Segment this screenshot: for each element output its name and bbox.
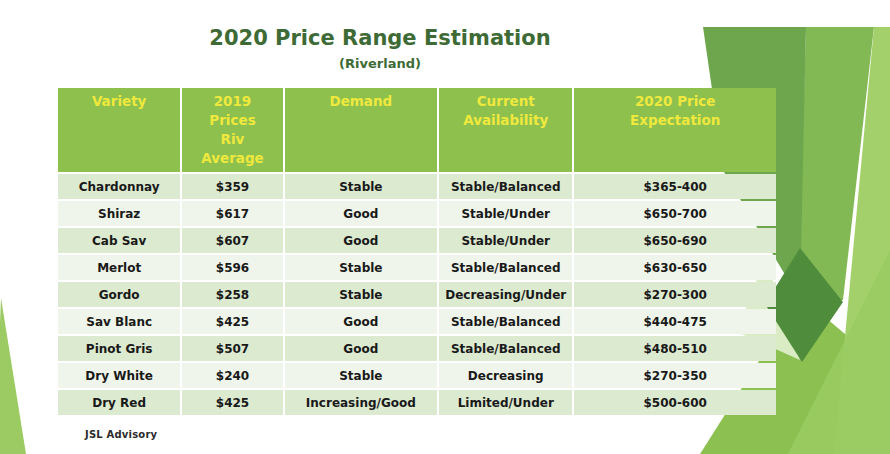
header-row: Variety 2019 Prices Riv Average Demand C…: [58, 88, 776, 172]
table-row: Sav Blanc $425 Good Stable/Balanced $440…: [58, 309, 776, 334]
price-table: Variety 2019 Prices Riv Average Demand C…: [56, 86, 778, 417]
cell-demand: Good: [285, 309, 437, 334]
cell-variety: Dry Red: [58, 390, 180, 415]
col-header-current-availability: Current Availability: [439, 88, 572, 172]
deco-left-wedge-triangle: [0, 298, 26, 454]
table-row: Cab Sav $607 Good Stable/Under $650-690: [58, 228, 776, 253]
cell-2020-price: $630-650: [574, 255, 776, 280]
cell-2019-price: $425: [182, 309, 282, 334]
cell-demand: Good: [285, 201, 437, 226]
table-row: Gordo $258 Stable Decreasing/Under $270-…: [58, 282, 776, 307]
table-row: Shiraz $617 Good Stable/Under $650-700: [58, 201, 776, 226]
cell-2020-price: $500-600: [574, 390, 776, 415]
cell-2020-price: $270-350: [574, 363, 776, 388]
cell-variety: Pinot Gris: [58, 336, 180, 361]
price-table-header: Variety 2019 Prices Riv Average Demand C…: [58, 88, 776, 172]
cell-availability: Stable/Under: [439, 228, 572, 253]
page-subtitle: (Riverland): [90, 56, 670, 71]
price-table-body: Chardonnay $359 Stable Stable/Balanced $…: [58, 174, 776, 415]
cell-availability: Decreasing: [439, 363, 572, 388]
table-row: Dry Red $425 Increasing/Good Limited/Und…: [58, 390, 776, 415]
cell-2019-price: $258: [182, 282, 282, 307]
slide-canvas: 2020 Price Range Estimation (Riverland) …: [0, 0, 890, 454]
cell-variety: Sav Blanc: [58, 309, 180, 334]
page-title: 2020 Price Range Estimation: [90, 26, 670, 50]
cell-demand: Good: [285, 336, 437, 361]
cell-2020-price: $650-690: [574, 228, 776, 253]
cell-2020-price: $440-475: [574, 309, 776, 334]
cell-2019-price: $617: [182, 201, 282, 226]
cell-2020-price: $270-300: [574, 282, 776, 307]
cell-variety: Dry White: [58, 363, 180, 388]
cell-variety: Cab Sav: [58, 228, 180, 253]
cell-2020-price: $365-400: [574, 174, 776, 199]
cell-2019-price: $507: [182, 336, 282, 361]
title-block: 2020 Price Range Estimation (Riverland): [90, 26, 670, 71]
cell-2019-price: $425: [182, 390, 282, 415]
cell-availability: Stable/Balanced: [439, 309, 572, 334]
table-row: Chardonnay $359 Stable Stable/Balanced $…: [58, 174, 776, 199]
cell-availability: Stable/Balanced: [439, 336, 572, 361]
cell-demand: Stable: [285, 255, 437, 280]
cell-2019-price: $607: [182, 228, 282, 253]
cell-variety: Merlot: [58, 255, 180, 280]
cell-2020-price: $480-510: [574, 336, 776, 361]
footer-credit: JSL Advisory: [85, 429, 157, 440]
cell-variety: Shiraz: [58, 201, 180, 226]
cell-availability: Limited/Under: [439, 390, 572, 415]
cell-demand: Increasing/Good: [285, 390, 437, 415]
cell-2019-price: $596: [182, 255, 282, 280]
table-row: Merlot $596 Stable Stable/Balanced $630-…: [58, 255, 776, 280]
cell-variety: Chardonnay: [58, 174, 180, 199]
table-row: Dry White $240 Stable Decreasing $270-35…: [58, 363, 776, 388]
cell-demand: Stable: [285, 282, 437, 307]
cell-availability: Stable/Under: [439, 201, 572, 226]
cell-availability: Stable/Balanced: [439, 255, 572, 280]
cell-2019-price: $240: [182, 363, 282, 388]
col-header-variety: Variety: [58, 88, 180, 172]
cell-availability: Stable/Balanced: [439, 174, 572, 199]
col-header-demand: Demand: [285, 88, 437, 172]
cell-variety: Gordo: [58, 282, 180, 307]
cell-2019-price: $359: [182, 174, 282, 199]
cell-2020-price: $650-700: [574, 201, 776, 226]
cell-demand: Stable: [285, 363, 437, 388]
col-header-2019-prices: 2019 Prices Riv Average: [182, 88, 282, 172]
cell-demand: Stable: [285, 174, 437, 199]
table-row: Pinot Gris $507 Good Stable/Balanced $48…: [58, 336, 776, 361]
cell-availability: Decreasing/Under: [439, 282, 572, 307]
col-header-2020-price-expectation: 2020 Price Expectation: [574, 88, 776, 172]
cell-demand: Good: [285, 228, 437, 253]
